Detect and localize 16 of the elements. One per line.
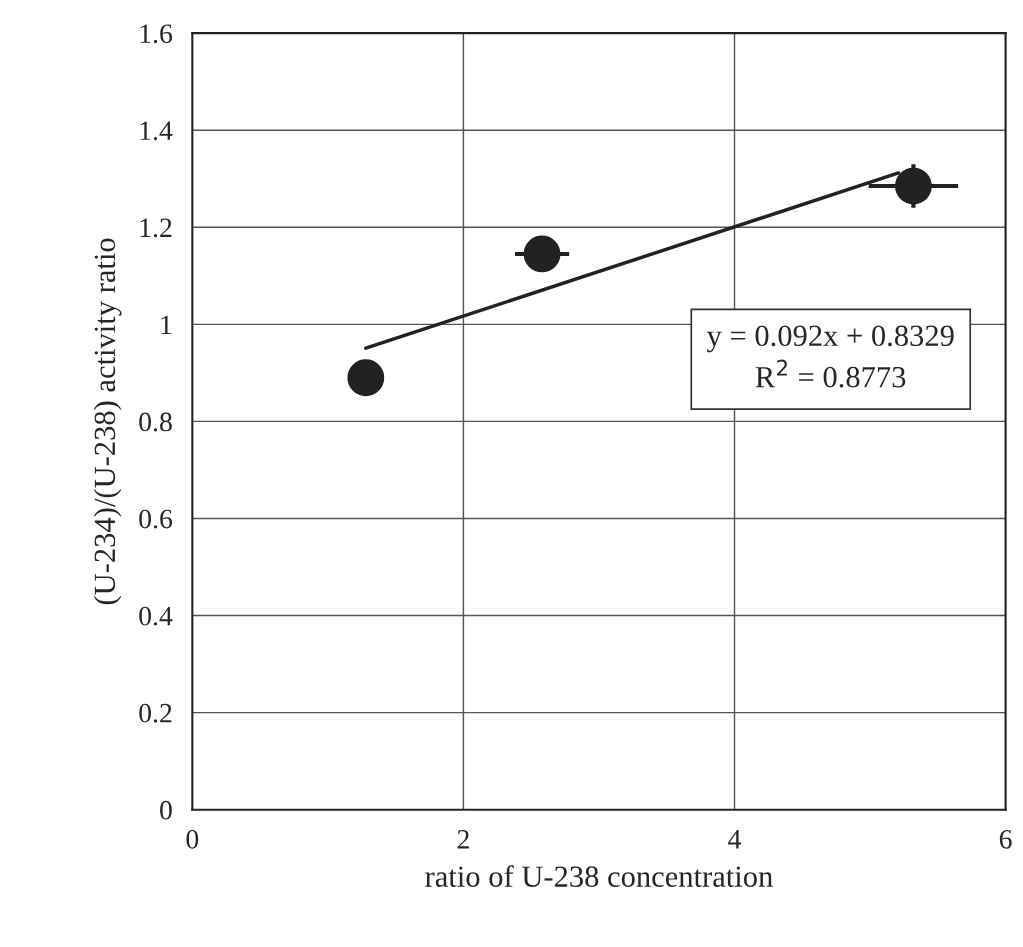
y-tick-label: 1.2	[140, 218, 172, 238]
x-tick-label: 4	[728, 830, 742, 849]
x-tick-label: 6	[999, 830, 1012, 849]
y-tick-label: 1.6	[140, 24, 173, 44]
y-tick-label: 0.4	[139, 606, 173, 626]
y-tick-label: 0.2	[139, 703, 172, 723]
y-tick-label: 0	[160, 800, 172, 820]
y-axis-title: (U-234)/(U-238) activity ratio	[93, 238, 122, 605]
y-tick-label: 0.8	[139, 412, 172, 432]
y-tick-label: 0.6	[139, 509, 173, 529]
x-axis-title: ratio of U-238 concentration	[425, 865, 773, 887]
annotation: y = 0.092x + 0.8329 R$^{2}$ = 0.8773	[706, 325, 954, 388]
x-tick-label: 0	[186, 829, 199, 849]
y-tick-label: 1.4	[140, 121, 173, 141]
y-tick-label: 1	[161, 315, 172, 334]
x-tick-label: 2	[457, 830, 469, 849]
